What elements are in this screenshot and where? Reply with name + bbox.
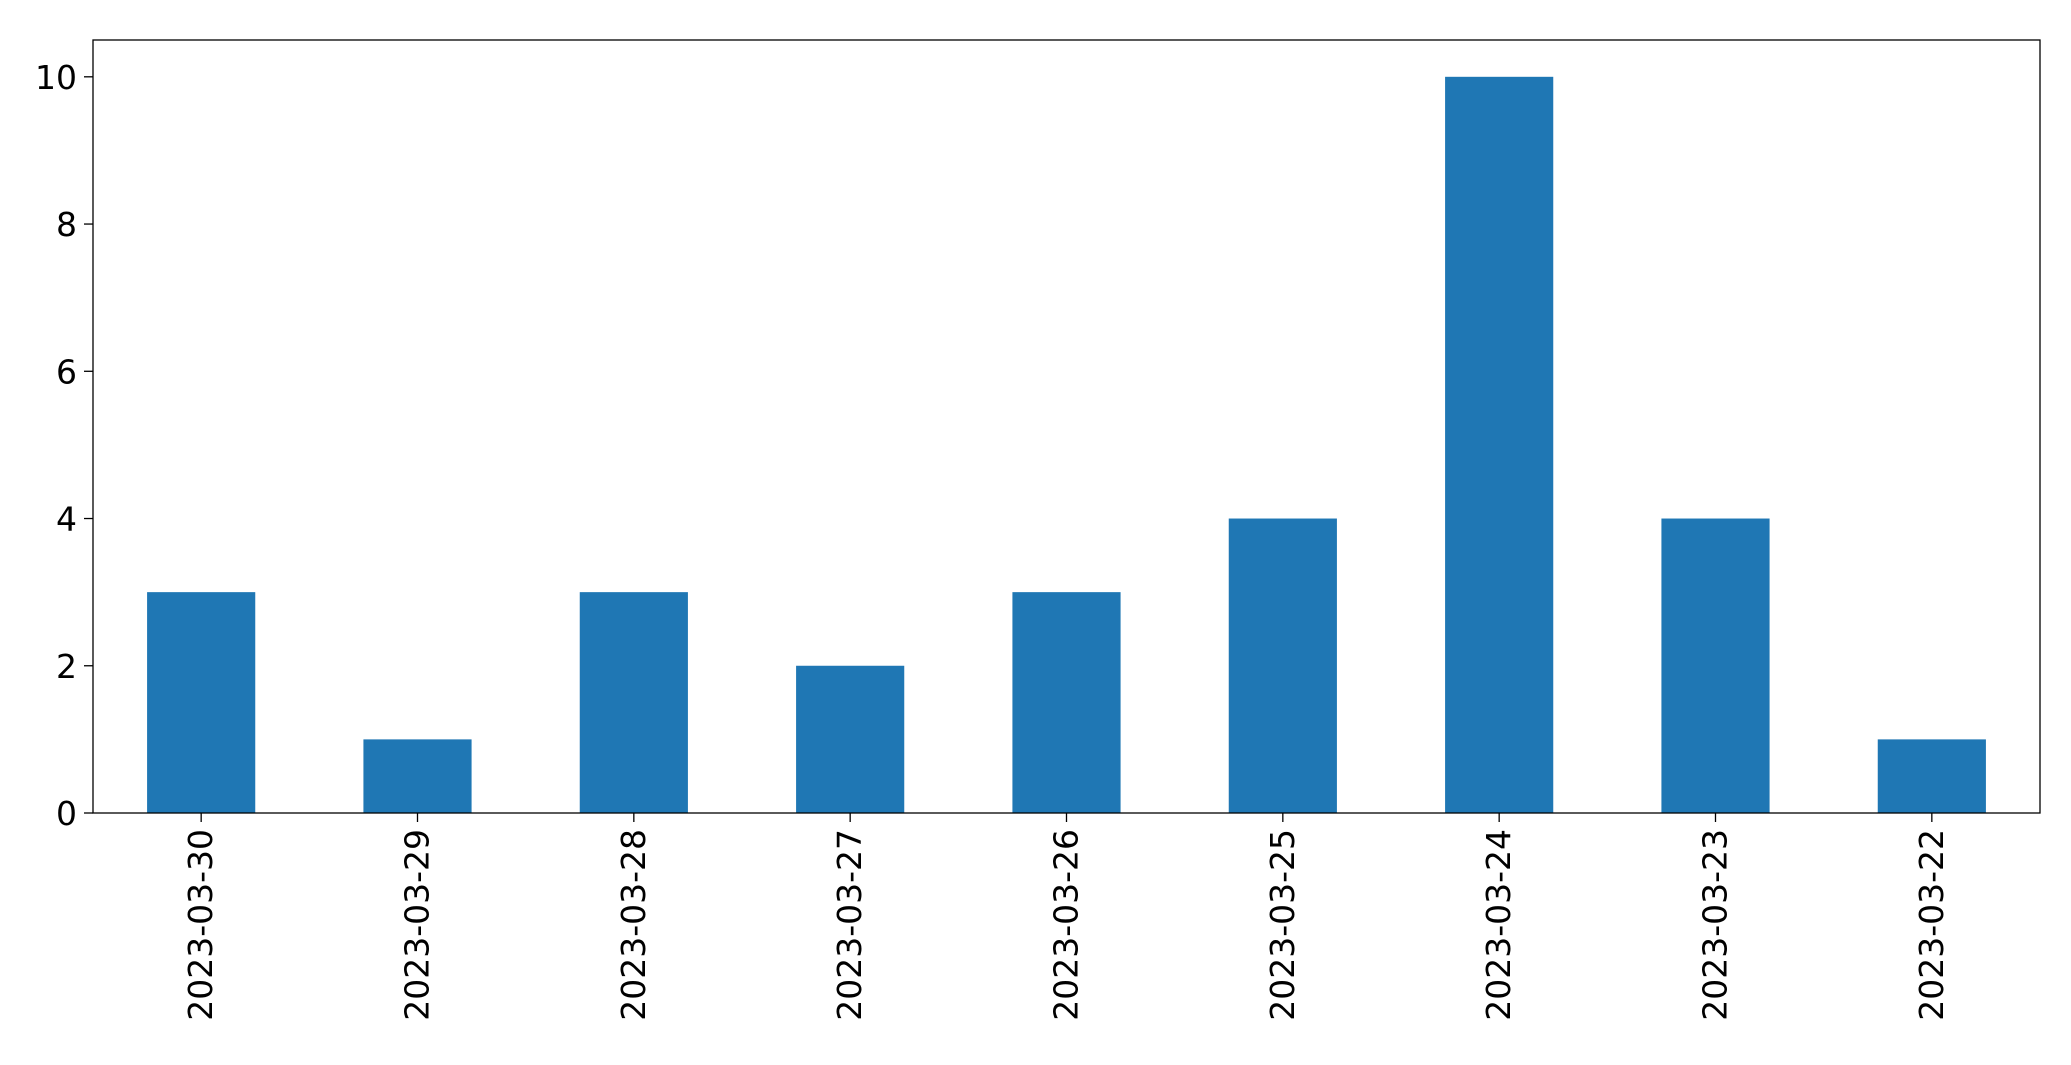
x-tick-label: 2023-03-24 [1479,829,1518,1021]
x-tick-label: 2023-03-26 [1047,829,1086,1021]
bar-2023-03-24 [1445,76,1554,814]
y-tick-label: 6 [56,352,77,391]
bar-2023-03-29 [363,739,472,813]
y-tick-label: 0 [56,794,77,833]
y-tick-label: 10 [35,58,77,97]
y-axis: 0 2 4 6 8 10 [35,58,93,833]
x-tick-label: 2023-03-23 [1696,829,1735,1021]
bar-2023-03-22 [1877,739,1986,813]
bar-2023-03-26 [1012,592,1121,813]
bar-2023-03-28 [579,592,688,813]
bar-2023-03-30 [147,592,256,813]
x-tick-label: 2023-03-22 [1912,829,1951,1021]
y-tick-label: 2 [56,647,77,686]
bar-2023-03-27 [796,665,905,813]
x-tick-label: 2023-03-30 [181,829,220,1021]
x-axis: 2023-03-30 2023-03-29 2023-03-28 2023-03-27… [181,813,1951,1021]
x-tick-label: 2023-03-29 [398,829,437,1021]
bar-2023-03-25 [1228,518,1337,813]
y-tick-label: 4 [56,500,77,539]
y-tick-label: 8 [56,205,77,244]
bars-layer [147,76,1986,814]
x-tick-label: 2023-03-28 [614,829,653,1021]
x-tick-label: 2023-03-27 [830,829,869,1021]
x-tick-label: 2023-03-25 [1263,829,1302,1021]
bar-2023-03-23 [1661,518,1770,813]
